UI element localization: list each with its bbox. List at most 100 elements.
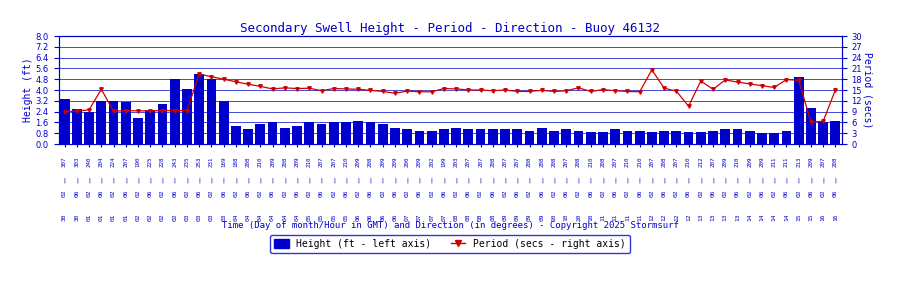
Bar <box>378 124 388 144</box>
Text: |: | <box>772 177 776 183</box>
Text: 200: 200 <box>405 157 410 167</box>
Text: 208: 208 <box>527 157 532 167</box>
Text: 06: 06 <box>563 190 569 197</box>
Text: |: | <box>564 177 568 183</box>
Bar <box>354 121 363 144</box>
Bar <box>586 132 596 144</box>
Text: 06: 06 <box>491 190 495 197</box>
Bar <box>573 130 583 144</box>
Text: 209: 209 <box>417 157 422 167</box>
Bar <box>537 128 546 144</box>
Text: 02: 02 <box>625 190 630 197</box>
Bar <box>158 103 167 144</box>
Bar <box>794 76 804 144</box>
Text: 07: 07 <box>405 213 410 221</box>
Text: |: | <box>796 177 801 183</box>
Text: 11: 11 <box>625 213 630 221</box>
Text: |: | <box>381 177 384 183</box>
Text: |: | <box>577 177 580 183</box>
Text: 207: 207 <box>331 157 337 167</box>
Text: |: | <box>527 177 531 183</box>
Text: 210: 210 <box>637 157 642 167</box>
Bar <box>659 130 669 144</box>
Text: 253: 253 <box>197 157 202 167</box>
Text: |: | <box>735 177 740 183</box>
Text: 06: 06 <box>319 190 324 197</box>
Bar <box>720 129 730 144</box>
Text: |: | <box>454 177 458 183</box>
Text: 02: 02 <box>62 190 68 197</box>
Text: 09: 09 <box>515 213 520 221</box>
Text: 09: 09 <box>527 213 532 221</box>
Text: 212: 212 <box>698 157 703 167</box>
Text: |: | <box>393 177 397 183</box>
Text: 10: 10 <box>589 213 593 221</box>
Text: 02: 02 <box>454 190 459 197</box>
Text: 01: 01 <box>111 213 116 221</box>
Bar <box>402 129 412 144</box>
Text: |: | <box>650 177 653 183</box>
Text: 12: 12 <box>686 213 691 221</box>
Text: 02: 02 <box>184 190 190 197</box>
Text: 10: 10 <box>552 213 556 221</box>
Bar <box>304 122 314 144</box>
Bar <box>72 109 82 144</box>
Text: 02: 02 <box>148 213 153 221</box>
Text: 02: 02 <box>821 190 825 197</box>
Text: 05: 05 <box>319 213 324 221</box>
Text: |: | <box>503 177 507 183</box>
Text: 13: 13 <box>735 213 740 221</box>
Text: 04: 04 <box>258 213 263 221</box>
Text: 15: 15 <box>796 213 801 221</box>
Text: 307: 307 <box>62 157 68 167</box>
Text: |: | <box>234 177 238 183</box>
Bar <box>59 99 69 144</box>
Text: 202: 202 <box>429 157 434 167</box>
Text: 02: 02 <box>478 190 483 197</box>
Bar <box>341 122 351 144</box>
Bar <box>280 128 290 144</box>
Text: 11: 11 <box>600 213 606 221</box>
Text: 06: 06 <box>784 190 789 197</box>
Text: |: | <box>99 177 104 183</box>
Text: 07: 07 <box>441 213 446 221</box>
Text: 208: 208 <box>491 157 495 167</box>
Text: 199: 199 <box>441 157 446 167</box>
Text: 10: 10 <box>576 213 581 221</box>
Text: 02: 02 <box>356 190 361 197</box>
Bar <box>708 130 718 144</box>
Text: |: | <box>283 177 287 183</box>
Text: 01: 01 <box>123 213 129 221</box>
Text: 209: 209 <box>270 157 275 167</box>
Text: |: | <box>405 177 410 183</box>
Text: |: | <box>699 177 703 183</box>
Text: 06: 06 <box>539 190 544 197</box>
Text: 14: 14 <box>771 213 777 221</box>
Text: 208: 208 <box>246 157 250 167</box>
Text: |: | <box>589 177 592 183</box>
Text: |: | <box>258 177 262 183</box>
Text: |: | <box>185 177 189 183</box>
Text: 04: 04 <box>270 213 275 221</box>
Bar <box>818 122 828 144</box>
Text: 12: 12 <box>674 213 679 221</box>
Text: 06: 06 <box>808 190 814 197</box>
Text: |: | <box>442 177 446 183</box>
Text: 06: 06 <box>613 190 617 197</box>
Text: 06: 06 <box>246 190 250 197</box>
Text: 07: 07 <box>429 213 434 221</box>
Bar <box>427 130 436 144</box>
Text: 211: 211 <box>771 157 777 167</box>
Text: |: | <box>160 177 165 183</box>
Text: 208: 208 <box>283 157 287 167</box>
Text: 210: 210 <box>625 157 630 167</box>
Text: |: | <box>124 177 128 183</box>
Text: 06: 06 <box>662 190 667 197</box>
Text: 06: 06 <box>589 190 593 197</box>
Bar <box>243 129 253 144</box>
Text: 210: 210 <box>686 157 691 167</box>
Bar <box>182 89 192 144</box>
Text: |: | <box>295 177 299 183</box>
Text: 14: 14 <box>747 213 752 221</box>
Text: |: | <box>356 177 360 183</box>
